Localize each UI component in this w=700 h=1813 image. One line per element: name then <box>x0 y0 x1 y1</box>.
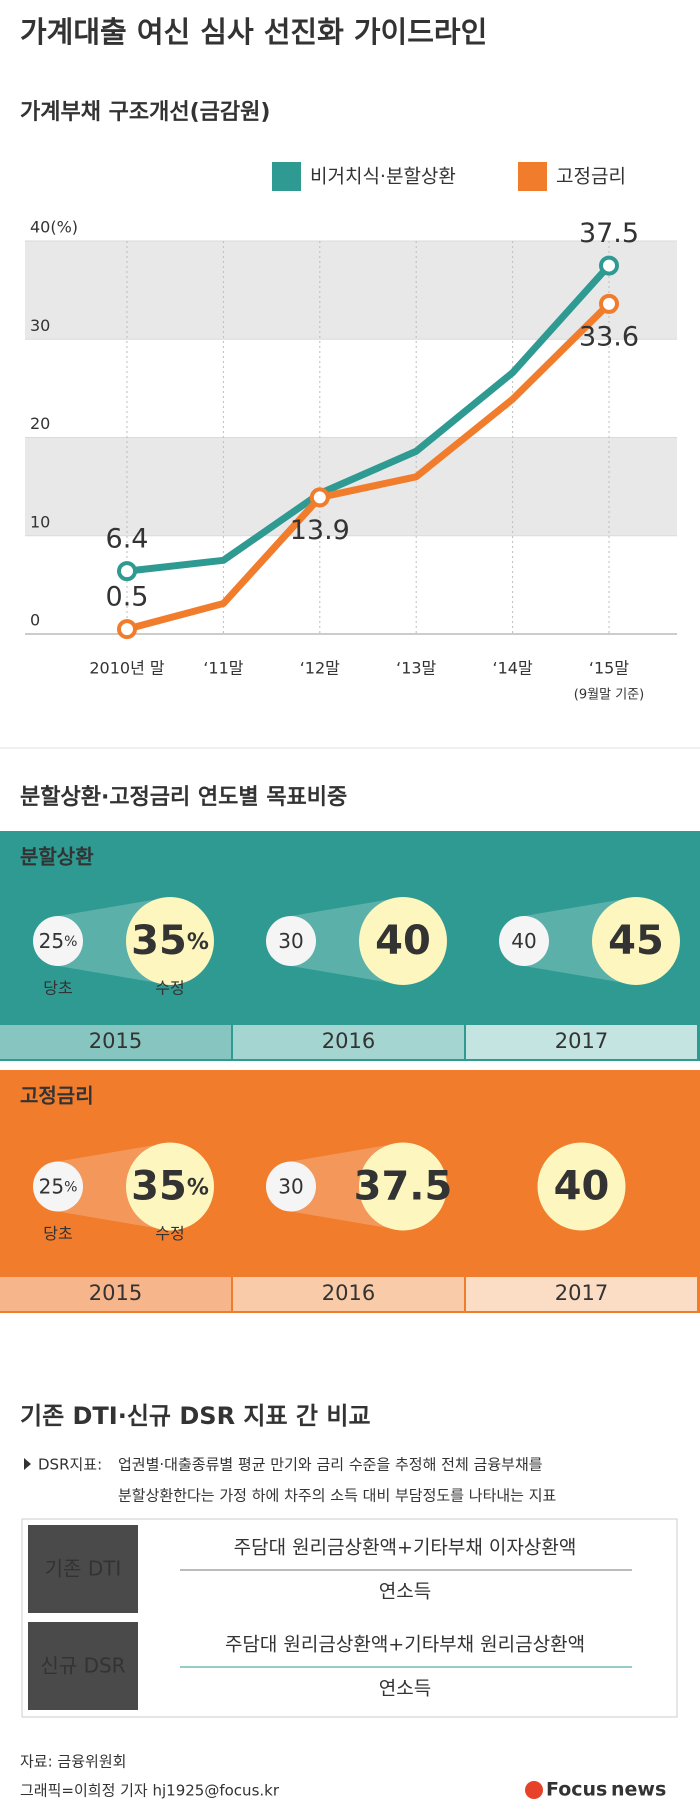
panel-background <box>0 831 700 1061</box>
big-circle <box>126 1142 214 1231</box>
x-tick-label: 2010년 말 <box>89 659 165 678</box>
big-circle <box>359 897 447 985</box>
y-tick-label: 30 <box>30 316 50 335</box>
source: 자료: 금융위원회 <box>20 1753 126 1771</box>
main-title: 가계대출 여신 심사 선진화 가이드라인 <box>20 15 487 49</box>
from-value: 25% <box>39 1174 78 1198</box>
year-label: 2016 <box>322 1281 375 1305</box>
legend-label: 고정금리 <box>556 166 626 188</box>
data-label: 13.9 <box>290 515 350 546</box>
data-label: 37.5 <box>579 218 639 249</box>
big-circle <box>359 1142 447 1231</box>
to-value: 35% <box>131 1164 209 1210</box>
year-bar <box>466 1025 697 1059</box>
small-circle <box>499 916 549 966</box>
x-tick-label: ‘14말 <box>493 659 533 678</box>
legend-swatch <box>518 162 547 191</box>
note-label: DSR지표: <box>38 1456 102 1474</box>
y-tick-label: 40(%) <box>30 218 78 237</box>
logo-mark <box>525 1781 543 1799</box>
numerator: 주담대 원리금상환액+기타부채 원리금상환액 <box>225 1634 585 1656</box>
data-label: 6.4 <box>106 524 149 555</box>
panel-title: 분할상환 <box>20 845 94 869</box>
data-label: 33.6 <box>579 321 639 352</box>
big-circle <box>126 897 214 985</box>
year-bar <box>233 1025 464 1059</box>
legend-label: 비거치식·분할상환 <box>310 166 456 188</box>
to-value: 40 <box>375 918 431 964</box>
year-label: 2015 <box>89 1281 142 1305</box>
table-frame <box>21 1518 678 1718</box>
note: 당초 <box>43 1224 72 1243</box>
note: 수정 <box>155 1224 184 1243</box>
denominator: 연소득 <box>379 1678 431 1700</box>
note-line: 분할상환한다는 가정 하에 차주의 소득 대비 부담정도를 나타내는 지표 <box>118 1487 557 1505</box>
y-tick-label: 0 <box>30 611 40 630</box>
credit: 그래픽=이희정 기자 hj1925@focus.kr <box>20 1782 280 1800</box>
small-circle <box>266 1161 316 1212</box>
row-name: 신규 DSR <box>40 1654 125 1678</box>
series-line <box>126 301 612 633</box>
from-value: 30 <box>278 1174 303 1198</box>
small-circle <box>33 1161 83 1212</box>
data-label: 0.5 <box>106 582 149 613</box>
point <box>117 561 137 582</box>
bullet <box>24 1458 31 1470</box>
year-bar <box>466 1277 697 1311</box>
logo-news: news <box>611 1779 666 1801</box>
small-circle <box>33 916 83 966</box>
section-title: 분할상환·고정금리 연도별 목표비중 <box>20 785 347 810</box>
big-circle <box>537 1142 626 1231</box>
series-line <box>126 263 612 575</box>
chart-title: 가계부채 구조개선(금감원) <box>20 100 270 125</box>
to-value: 35% <box>131 918 209 964</box>
to-value: 40 <box>554 1164 610 1210</box>
section-title: 기존 DTI·신규 DSR 지표 간 비교 <box>20 1402 371 1430</box>
point <box>599 293 619 314</box>
logo-focus: Focus <box>546 1779 607 1801</box>
note: 수정 <box>155 979 184 998</box>
from-value: 25% <box>39 929 78 953</box>
year-bar <box>0 1277 231 1311</box>
point <box>309 487 330 508</box>
year-bar <box>0 1025 231 1059</box>
from-value: 30 <box>278 929 303 953</box>
year-label: 2016 <box>322 1029 375 1053</box>
note: 당초 <box>43 979 72 998</box>
point <box>599 255 619 276</box>
year-label: 2017 <box>555 1281 608 1305</box>
year-label: 2015 <box>89 1029 142 1053</box>
x-tick-label: ‘15말 <box>589 659 629 678</box>
note-line: 업권별·대출종류별 평균 만기와 금리 수준을 추정해 전체 금융부채를 <box>118 1456 543 1474</box>
x-annotation: (9월말 기준) <box>574 688 644 703</box>
from-value: 40 <box>511 929 536 953</box>
y-tick-label: 10 <box>30 512 50 531</box>
grid-band <box>25 437 677 536</box>
row-header <box>28 1525 138 1613</box>
row-header <box>28 1622 138 1710</box>
point <box>117 619 137 640</box>
y-tick-label: 20 <box>30 414 50 433</box>
numerator: 주담대 원리금상환액+기타부채 이자상환액 <box>234 1537 577 1559</box>
big-circle <box>592 897 680 985</box>
denominator: 연소득 <box>379 1581 431 1603</box>
x-tick-label: ‘11말 <box>203 659 243 678</box>
year-bar <box>233 1277 464 1311</box>
panel-title: 고정금리 <box>20 1084 94 1108</box>
x-tick-label: ‘12말 <box>300 659 340 678</box>
row-name: 기존 DTI <box>45 1557 122 1581</box>
legend-swatch <box>272 162 301 191</box>
to-value: 45 <box>608 918 664 964</box>
year-label: 2017 <box>555 1029 608 1053</box>
x-tick-label: ‘13말 <box>396 659 436 678</box>
to-value: 37.5 <box>354 1164 453 1210</box>
small-circle <box>266 916 316 966</box>
grid-band <box>25 241 677 340</box>
